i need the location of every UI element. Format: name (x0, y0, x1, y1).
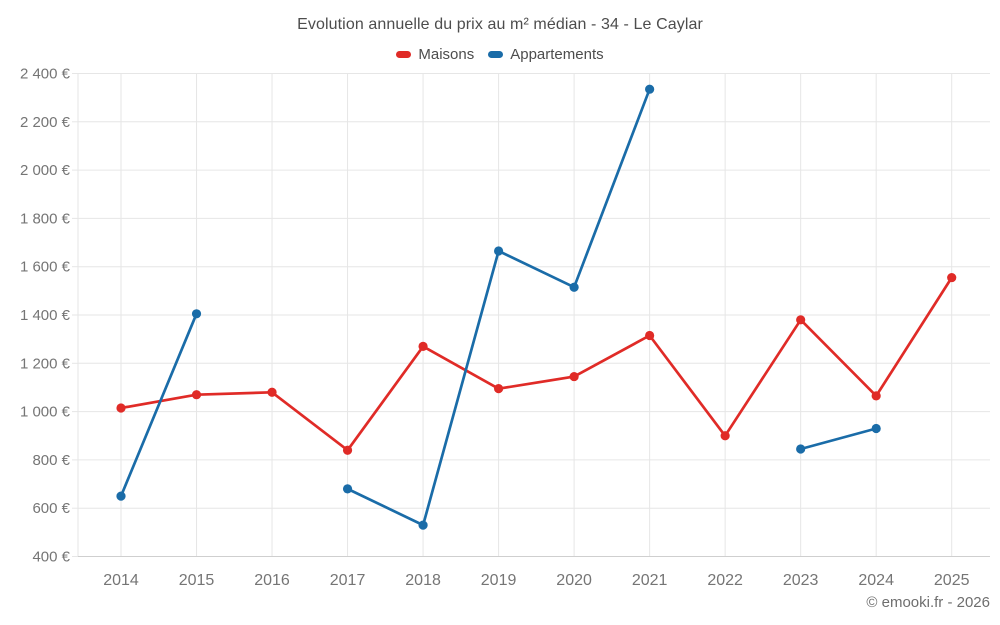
y-axis-label: 1 600 € (20, 259, 71, 276)
x-axis-label: 2024 (858, 572, 894, 589)
x-axis-label: 2021 (632, 572, 668, 589)
data-point-appartements-2023[interactable] (796, 444, 806, 454)
x-axis-label: 2023 (783, 572, 819, 589)
data-point-appartements-2019[interactable] (493, 246, 504, 256)
y-axis-label: 400 € (32, 549, 70, 566)
y-axis-label: 2 400 € (20, 66, 71, 83)
data-point-maisons-2024[interactable] (871, 391, 881, 401)
chart-title: Evolution annuelle du prix au m² médian … (297, 16, 703, 33)
legend-item-appartements[interactable]: Appartements (488, 46, 604, 63)
x-axis-label: 2025 (934, 572, 970, 589)
legend-label-appartements: Appartements (510, 46, 604, 63)
x-axis-label: 2014 (103, 572, 139, 589)
y-axis-label: 800 € (32, 452, 70, 469)
data-point-appartements-2021[interactable] (645, 84, 655, 94)
copyright-text: © emooki.fr - 2026 (866, 594, 990, 611)
y-axis-label: 1 400 € (20, 307, 71, 324)
data-point-appartements-2018[interactable] (418, 520, 428, 530)
x-axis-label: 2016 (254, 572, 290, 589)
data-point-maisons-2018[interactable] (418, 341, 428, 351)
data-point-maisons-2017[interactable] (342, 445, 353, 455)
x-axis-label: 2022 (707, 572, 743, 589)
data-point-appartements-2015[interactable] (191, 309, 202, 319)
y-axis-label: 1 000 € (20, 404, 71, 421)
legend-item-maisons[interactable]: Maisons (396, 46, 474, 63)
y-axis-label: 2 000 € (20, 162, 71, 179)
y-axis-label: 1 800 € (20, 210, 71, 227)
data-point-maisons-2014[interactable] (116, 403, 126, 413)
data-point-maisons-2023[interactable] (796, 315, 806, 325)
x-axis-label: 2018 (405, 572, 441, 589)
series-line-maisons (119, 276, 954, 452)
data-point-appartements-2020[interactable] (569, 282, 579, 292)
data-point-maisons-2015[interactable] (191, 390, 202, 400)
data-point-maisons-2019[interactable] (493, 384, 504, 394)
y-axis-label: 2 200 € (20, 114, 71, 131)
data-point-appartements-2024[interactable] (871, 423, 881, 434)
chart-legend: Maisons Appartements (0, 46, 1000, 63)
legend-label-maisons: Maisons (418, 46, 475, 63)
legend-swatch-maisons-icon (396, 51, 412, 58)
data-point-maisons-2020[interactable] (569, 371, 579, 382)
x-axis-label: 2015 (179, 572, 215, 589)
x-axis-label: 2019 (481, 572, 517, 589)
data-point-maisons-2025[interactable] (947, 272, 957, 283)
data-point-maisons-2016[interactable] (267, 387, 277, 397)
legend-swatch-appartements-icon (488, 51, 504, 58)
data-point-maisons-2022[interactable] (720, 431, 730, 441)
x-axis-label: 2020 (556, 572, 592, 589)
data-point-appartements-2017[interactable] (342, 484, 353, 494)
x-axis-label: 2017 (330, 572, 366, 589)
y-axis-label: 600 € (32, 500, 70, 517)
data-point-appartements-2014[interactable] (116, 491, 126, 501)
y-axis-label: 1 200 € (20, 355, 71, 372)
data-point-maisons-2021[interactable] (645, 330, 655, 341)
